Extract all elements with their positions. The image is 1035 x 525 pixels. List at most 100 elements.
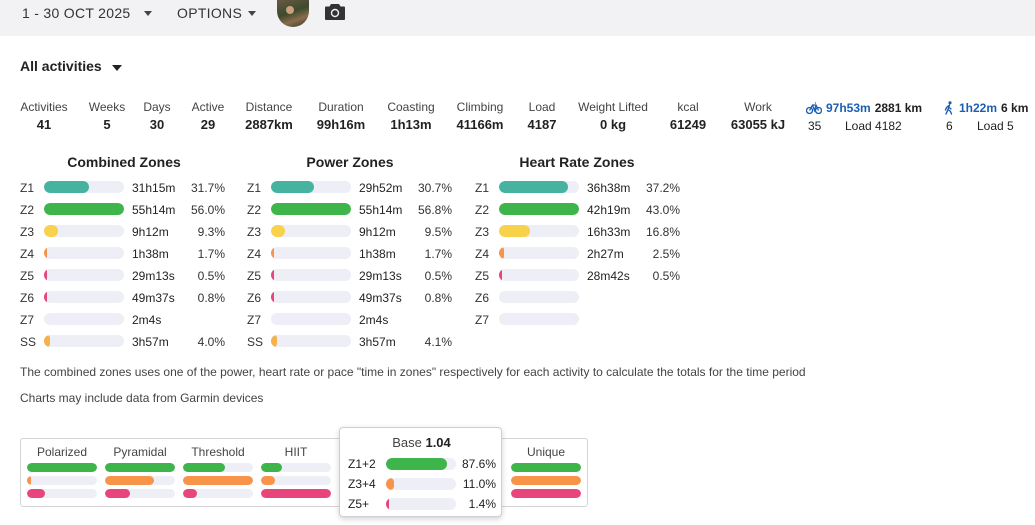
stat-climbing: Climbing 41166m	[457, 100, 504, 132]
zone-label: Z1	[20, 181, 35, 195]
stat-label: Load	[528, 100, 556, 114]
zone-percent: 0.5%	[197, 269, 225, 283]
zone-bar	[271, 335, 351, 347]
stat-work: Work 63055 kJ	[731, 100, 785, 132]
stat-value: 29	[200, 117, 216, 132]
ride-load: Load 4182	[845, 119, 902, 133]
stat-distance: Distance 2887km	[245, 100, 293, 132]
stat-label: Weight Lifted	[578, 100, 648, 114]
zone-label: Z7	[20, 313, 35, 327]
zone-bar-fill	[44, 291, 47, 303]
distribution-bar-fill	[261, 476, 275, 485]
zone-bar	[271, 225, 351, 237]
distribution-bar	[105, 489, 175, 498]
zone-percent: 0.5%	[424, 269, 452, 283]
distribution-bar	[183, 489, 253, 498]
ride-count: 35	[808, 119, 822, 133]
zone-bar	[499, 203, 579, 215]
zone-row: Z4 2h27m 2.5%	[475, 247, 685, 261]
zone-label: Z5	[20, 269, 35, 283]
distribution-bar	[105, 463, 175, 472]
zone-bar	[271, 181, 351, 193]
zone-bar-fill	[271, 203, 351, 215]
zone-time: 1h38m	[132, 247, 169, 261]
zone-time: 55h14m	[359, 203, 403, 217]
zone-row: Z1 29h52m 30.7%	[247, 181, 457, 195]
stat-kcal: kcal 61249	[670, 100, 706, 132]
stat-value: 63055 kJ	[730, 117, 786, 132]
distribution-hiit[interactable]: HIIT	[261, 445, 331, 498]
zone-table-title: Power Zones	[306, 154, 394, 170]
camera-icon[interactable]	[325, 3, 345, 20]
stat-coasting: Coasting 1h13m	[387, 100, 434, 132]
stat-active: Active 29	[192, 100, 225, 132]
distribution-bar	[27, 476, 97, 485]
chevron-down-icon	[143, 10, 152, 16]
stat-value: 1h13m	[390, 117, 432, 132]
ride-time: 97h53m	[826, 100, 871, 115]
tooltip-row-label: Z1+2	[348, 457, 376, 471]
zone-bar-fill	[271, 247, 274, 259]
zone-percent: 56.8%	[417, 203, 452, 217]
zone-percent: 30.7%	[417, 181, 452, 195]
zone-time: 49m37s	[359, 291, 402, 305]
tooltip-row-label: Z5+	[348, 497, 370, 511]
zone-bar	[499, 247, 579, 259]
zone-bar	[44, 225, 124, 237]
zone-bar	[44, 181, 124, 193]
zone-bar-fill	[271, 181, 314, 193]
walk-distance: 6 km	[1001, 100, 1029, 115]
distribution-bar-fill	[27, 463, 97, 472]
zone-label: SS	[247, 335, 264, 349]
sport-summary-walk[interactable]: 1h22m 6 km 6 Load 5	[943, 100, 1028, 133]
distribution-unique[interactable]: Unique	[511, 445, 581, 498]
ride-distance: 2881 km	[874, 100, 923, 115]
distribution-bar-fill	[261, 463, 282, 472]
stat-duration: Duration 99h16m	[317, 100, 365, 132]
date-range-dropdown[interactable]: 1 - 30 OCT 2025	[22, 4, 152, 22]
zone-row: Z4 1h38m 1.7%	[20, 247, 230, 261]
zone-bar	[499, 291, 579, 303]
chevron-down-icon	[248, 10, 257, 16]
stat-label: Coasting	[387, 100, 435, 114]
zone-bar-fill	[499, 225, 530, 237]
distribution-bar	[105, 476, 175, 485]
zone-bar-fill	[44, 335, 50, 347]
distribution-threshold[interactable]: Threshold	[183, 445, 253, 498]
zone-bar-fill	[271, 225, 285, 237]
stat-value: 2887km	[245, 117, 293, 132]
stat-value: 5	[103, 117, 111, 132]
zone-row: Z3 9h12m 9.5%	[247, 225, 457, 239]
zone-bar	[44, 247, 124, 259]
stat-weight-lifted: Weight Lifted 0 kg	[578, 100, 648, 132]
distribution-bar	[27, 463, 97, 472]
distribution-tooltip: Base 1.04 Z1+2 87.6% Z3+4 11.0% Z5+ 1.4%	[339, 427, 502, 517]
stat-load: Load 4187	[528, 100, 557, 132]
zone-bar	[499, 225, 579, 237]
zone-bar	[44, 203, 124, 215]
top-bar: 1 - 30 OCT 2025 OPTIONS	[0, 0, 1035, 36]
zone-time: 29m13s	[132, 269, 175, 283]
distribution-polarized[interactable]: Polarized	[27, 445, 97, 498]
zone-label: Z1	[475, 181, 490, 195]
options-dropdown[interactable]: OPTIONS	[177, 4, 257, 22]
activity-filter-dropdown[interactable]: All activities	[20, 58, 122, 74]
zone-time: 16h33m	[587, 225, 631, 239]
distribution-bar-fill	[261, 489, 331, 498]
distribution-label: Threshold	[191, 445, 245, 459]
zone-label: Z2	[20, 203, 35, 217]
zone-label: Z4	[475, 247, 490, 261]
zone-bar-fill	[44, 247, 47, 259]
zone-percent: 4.1%	[424, 335, 452, 349]
stat-label: Work	[744, 100, 772, 114]
zone-bar	[44, 269, 124, 281]
sport-summary-ride[interactable]: 97h53m 2881 km 35 Load 4182	[806, 100, 922, 133]
distribution-pyramidal[interactable]: Pyramidal	[105, 445, 175, 498]
distribution-bar	[261, 463, 331, 472]
avatar[interactable]	[277, 0, 309, 27]
zone-row: Z2 55h14m 56.8%	[247, 203, 457, 217]
zone-label: Z5	[475, 269, 490, 283]
distribution-bar-fill	[183, 489, 197, 498]
zone-bar-fill	[44, 203, 124, 215]
zone-time: 36h38m	[587, 181, 631, 195]
